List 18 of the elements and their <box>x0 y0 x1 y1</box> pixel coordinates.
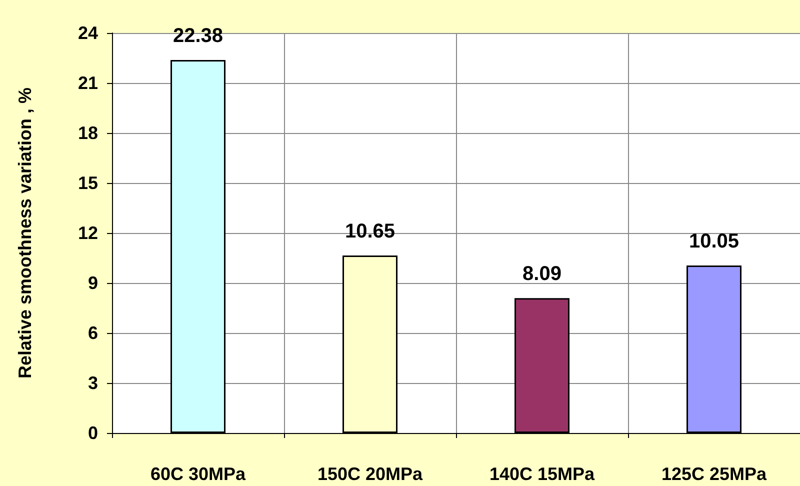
x-tick-label: 150C 20MPa <box>317 464 424 484</box>
y-tick-label: 9 <box>88 273 98 293</box>
x-tick-label: 125C 25MPa <box>661 464 768 484</box>
x-tick-label: 140C 15MPa <box>489 464 596 484</box>
data-label: 8.09 <box>522 263 562 286</box>
y-tick-label: 12 <box>78 223 98 243</box>
x-tick-label: 60C 30MPa <box>150 464 247 484</box>
y-tick-label: 3 <box>88 373 98 393</box>
data-label: 22.38 <box>172 25 224 47</box>
y-tick-label: 18 <box>78 123 98 143</box>
y-tick-label: 24 <box>78 23 98 43</box>
y-tick-label: 21 <box>78 73 98 93</box>
y-axis-title: Relative smoothness variation , % <box>15 87 35 379</box>
y-tick-label: 6 <box>88 323 98 343</box>
y-tick-label: 0 <box>88 423 98 443</box>
data-label: 10.65 <box>344 220 396 242</box>
y-tick-label: 15 <box>78 173 98 193</box>
data-label: 10.05 <box>688 230 740 252</box>
